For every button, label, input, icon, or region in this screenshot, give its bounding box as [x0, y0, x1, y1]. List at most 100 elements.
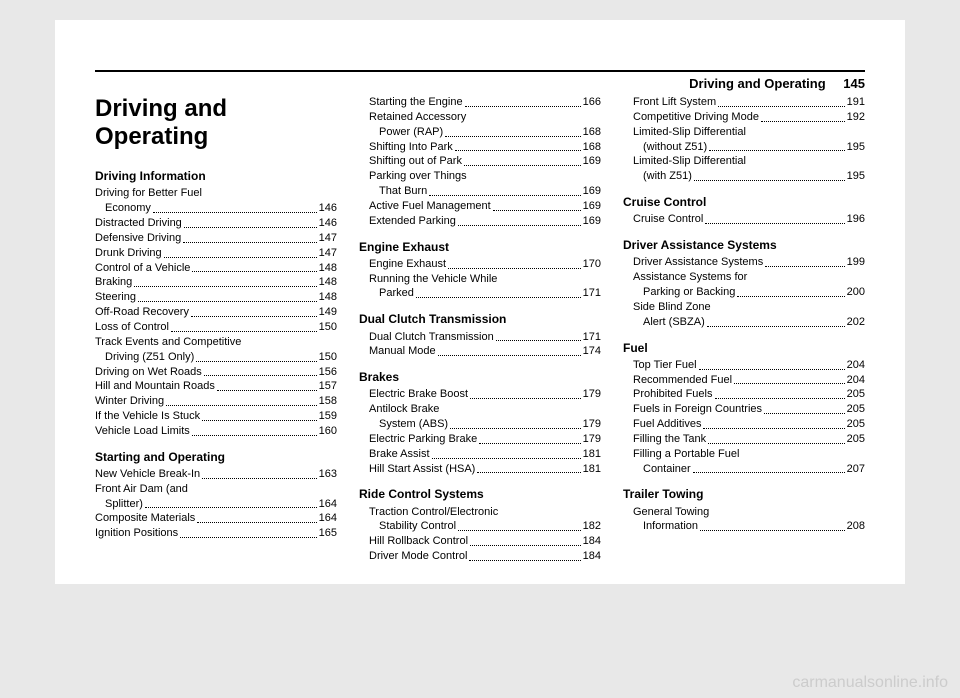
toc-page: 200 [847, 285, 865, 300]
toc-entry: Loss of Control150 [95, 320, 337, 335]
toc-label-line: Filling a Portable Fuel [623, 447, 865, 462]
toc-label: If the Vehicle Is Stuck [95, 409, 200, 424]
toc-page: 208 [847, 519, 865, 534]
toc-entry: That Burn169 [359, 184, 601, 199]
toc-page: 181 [583, 462, 601, 477]
leader-dots [693, 472, 845, 473]
toc-label: Recommended Fuel [633, 373, 732, 388]
toc-entry: Brake Assist181 [359, 447, 601, 462]
toc-label: Cruise Control [633, 212, 703, 227]
toc-page: 171 [583, 330, 601, 345]
toc-label: Front Lift System [633, 95, 716, 110]
toc-page: 199 [847, 255, 865, 270]
toc-entry: Dual Clutch Transmission 171 [359, 330, 601, 345]
toc-label-line: Traction Control/Electronic [359, 505, 601, 520]
toc-entry: Driving (Z51 Only)150 [95, 350, 337, 365]
toc-page: 181 [583, 447, 601, 462]
toc-entry: System (ABS)179 [359, 417, 601, 432]
toc-page: 160 [319, 424, 337, 439]
toc-label-line: Front Air Dam (and [95, 482, 337, 497]
toc-page: 204 [847, 373, 865, 388]
toc-entry: Active Fuel Management169 [359, 199, 601, 214]
toc-entry: Filling the Tank205 [623, 432, 865, 447]
toc-label: Distracted Driving [95, 216, 182, 231]
section-heading: Driving Information [95, 168, 337, 184]
leader-dots [448, 268, 581, 269]
leader-dots [496, 340, 581, 341]
toc-entry: If the Vehicle Is Stuck159 [95, 409, 337, 424]
leader-dots [180, 537, 316, 538]
toc-label-line: Running the Vehicle While [359, 272, 601, 287]
leader-dots [432, 458, 581, 459]
toc-entry: Recommended Fuel 204 [623, 373, 865, 388]
toc-page: 147 [319, 231, 337, 246]
leader-dots [737, 296, 844, 297]
leader-dots [464, 165, 581, 166]
leader-dots [445, 136, 580, 137]
toc-label: Off-Road Recovery [95, 305, 189, 320]
toc-page: 204 [847, 358, 865, 373]
toc-col-2: Starting the Engine166Retained Accessory… [359, 95, 601, 564]
toc-entry: Shifting out of Park169 [359, 154, 601, 169]
leader-dots [184, 227, 317, 228]
toc-label: Drunk Driving [95, 246, 162, 261]
toc-page: 205 [847, 402, 865, 417]
leader-dots [134, 286, 316, 287]
toc-page: 174 [583, 344, 601, 359]
toc-label: (with Z51) [643, 169, 692, 184]
toc-entry: Electric Brake Boost179 [359, 387, 601, 402]
toc-entry: Prohibited Fuels 205 [623, 387, 865, 402]
toc-entry: (with Z51)195 [623, 169, 865, 184]
section-heading: Dual Clutch Transmission [359, 311, 601, 327]
toc-label-line: Track Events and Competitive [95, 335, 337, 350]
toc-label: Prohibited Fuels [633, 387, 713, 402]
toc-label: Defensive Driving [95, 231, 181, 246]
toc-page: 164 [319, 497, 337, 512]
toc-label: Fuel Additives [633, 417, 701, 432]
toc-label: Driver Mode Control [369, 549, 467, 564]
toc-page: 205 [847, 417, 865, 432]
leader-dots [138, 301, 317, 302]
leader-dots [164, 257, 317, 258]
leader-dots [196, 361, 316, 362]
toc-page: 164 [319, 511, 337, 526]
toc-entry: Stability Control182 [359, 519, 601, 534]
toc-page: 146 [319, 216, 337, 231]
toc-columns: Driving andOperatingDriving InformationD… [95, 95, 865, 564]
toc-entry: Hill Rollback Control184 [359, 534, 601, 549]
toc-page: 163 [319, 467, 337, 482]
leader-dots [192, 435, 317, 436]
toc-entry: Defensive Driving 147 [95, 231, 337, 246]
section-heading: Fuel [623, 340, 865, 356]
leader-dots [438, 355, 581, 356]
leader-dots [217, 390, 317, 391]
leader-dots [465, 106, 581, 107]
toc-entry: Starting the Engine166 [359, 95, 601, 110]
toc-label: Filling the Tank [633, 432, 706, 447]
leader-dots [202, 420, 316, 421]
toc-page: 148 [319, 290, 337, 305]
toc-label: Hill Rollback Control [369, 534, 468, 549]
toc-page: 156 [319, 365, 337, 380]
leader-dots [705, 223, 844, 224]
toc-page: 205 [847, 387, 865, 402]
toc-label: Electric Parking Brake [369, 432, 477, 447]
toc-page: 192 [847, 110, 865, 125]
toc-entry: Composite Materials164 [95, 511, 337, 526]
leader-dots [715, 398, 845, 399]
toc-label: Parked [379, 286, 414, 301]
toc-page: 184 [583, 549, 601, 564]
toc-page: 196 [847, 212, 865, 227]
toc-page: 202 [847, 315, 865, 330]
running-title: Driving and Operating [689, 76, 826, 91]
toc-label: Competitive Driving Mode [633, 110, 759, 125]
toc-label: Dual Clutch Transmission [369, 330, 494, 345]
leader-dots [700, 530, 845, 531]
leader-dots [764, 413, 845, 414]
toc-entry: New Vehicle Break-In163 [95, 467, 337, 482]
toc-entry: Engine Exhaust170 [359, 257, 601, 272]
toc-label: Active Fuel Management [369, 199, 491, 214]
leader-dots [694, 180, 845, 181]
toc-label: Ignition Positions [95, 526, 178, 541]
toc-label: Hill and Mountain Roads [95, 379, 215, 394]
